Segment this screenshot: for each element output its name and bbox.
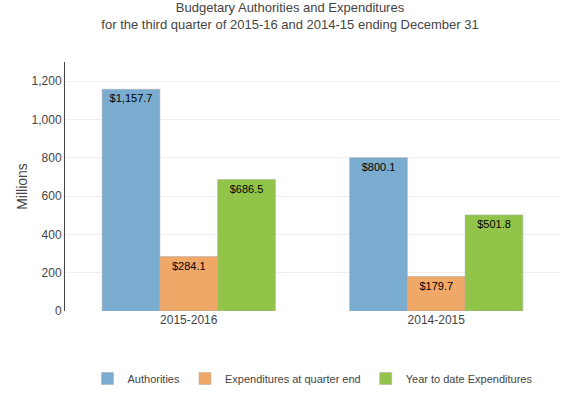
svg-text:Authorities: Authorities <box>128 373 180 385</box>
svg-text:Expenditures at quarter end: Expenditures at quarter end <box>225 373 361 385</box>
svg-text:Year to date Expenditures: Year to date Expenditures <box>406 373 533 385</box>
svg-text:800: 800 <box>42 151 62 165</box>
svg-text:600: 600 <box>42 189 62 203</box>
svg-text:2014-2015: 2014-2015 <box>408 313 466 327</box>
svg-text:200: 200 <box>42 266 62 280</box>
svg-text:$179.7: $179.7 <box>419 280 453 292</box>
svg-text:2015-2016: 2015-2016 <box>160 313 218 327</box>
svg-text:$1,157.7: $1,157.7 <box>110 92 153 104</box>
svg-text:$501.8: $501.8 <box>477 218 511 230</box>
svg-text:1,200: 1,200 <box>32 74 62 88</box>
svg-text:Budgetary Authorities and Expe: Budgetary Authorities and Expendituresfo… <box>101 0 478 32</box>
svg-text:0: 0 <box>55 304 62 318</box>
svg-text:Millions: Millions <box>14 163 30 210</box>
svg-text:$284.1: $284.1 <box>172 260 206 272</box>
svg-text:1,000: 1,000 <box>32 113 62 127</box>
svg-text:$800.1: $800.1 <box>362 161 396 173</box>
svg-text:$686.5: $686.5 <box>230 183 264 195</box>
svg-text:400: 400 <box>42 228 62 242</box>
